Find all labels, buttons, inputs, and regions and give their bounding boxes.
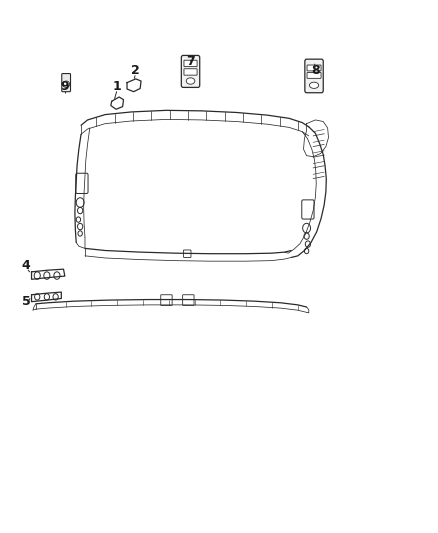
Ellipse shape bbox=[63, 81, 70, 87]
Text: 9: 9 bbox=[60, 80, 69, 93]
Text: 8: 8 bbox=[311, 64, 320, 77]
Text: 2: 2 bbox=[131, 64, 140, 77]
FancyBboxPatch shape bbox=[305, 59, 323, 93]
Text: 4: 4 bbox=[22, 259, 31, 272]
Text: 1: 1 bbox=[113, 80, 122, 93]
FancyBboxPatch shape bbox=[184, 60, 197, 67]
FancyBboxPatch shape bbox=[184, 69, 197, 75]
Ellipse shape bbox=[186, 78, 195, 84]
FancyBboxPatch shape bbox=[62, 74, 71, 92]
FancyBboxPatch shape bbox=[307, 72, 321, 78]
Text: 5: 5 bbox=[22, 295, 31, 308]
FancyBboxPatch shape bbox=[307, 65, 321, 71]
Text: 7: 7 bbox=[186, 55, 195, 68]
FancyBboxPatch shape bbox=[181, 55, 200, 87]
Ellipse shape bbox=[309, 82, 318, 88]
